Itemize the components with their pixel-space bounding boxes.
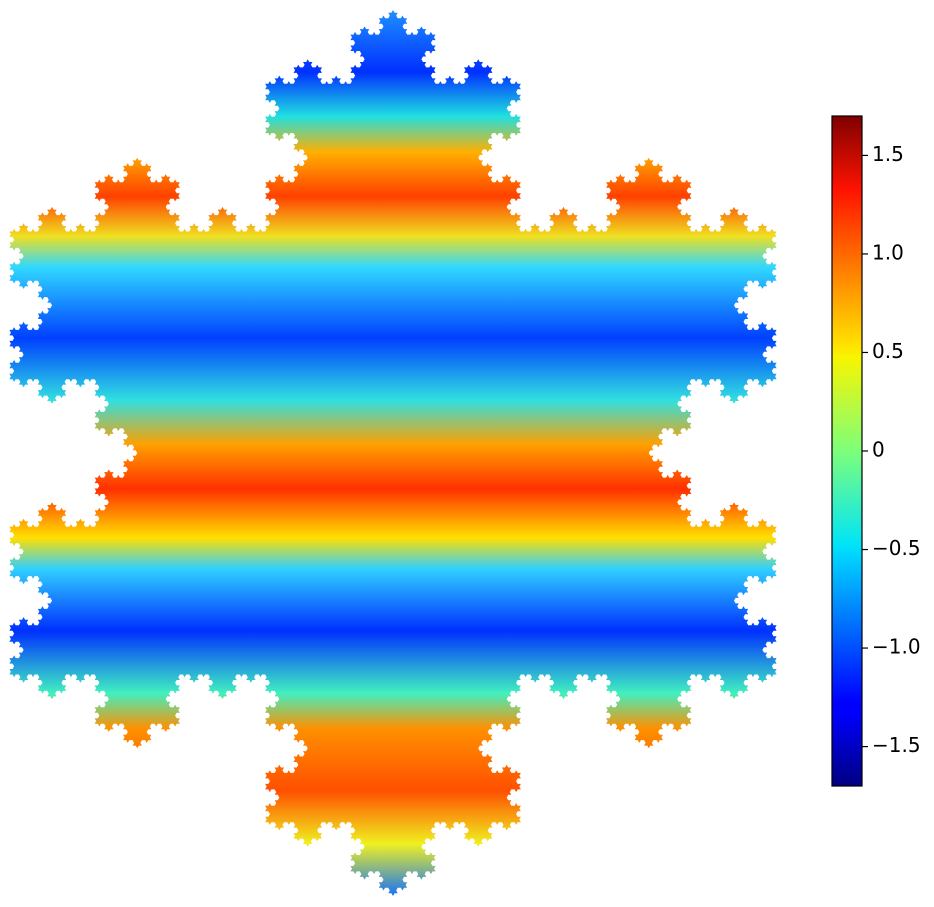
y-tick-label: 0 (872, 438, 885, 462)
koch-snowflake-field (9, 10, 777, 896)
y-tick-label: 0.5 (872, 339, 904, 363)
colorbar-gradient (832, 116, 862, 786)
y-tick-label: 1.0 (872, 240, 904, 264)
y-tick-label: −1.0 (872, 635, 921, 659)
y-tick-label: 1.5 (872, 142, 904, 166)
y-tick-label: −0.5 (872, 536, 921, 560)
colorbar: −1.5 −1.0 −0.5 0 0.5 1.0 1.5 (831, 115, 921, 787)
y-tick-label: −1.5 (872, 733, 921, 757)
